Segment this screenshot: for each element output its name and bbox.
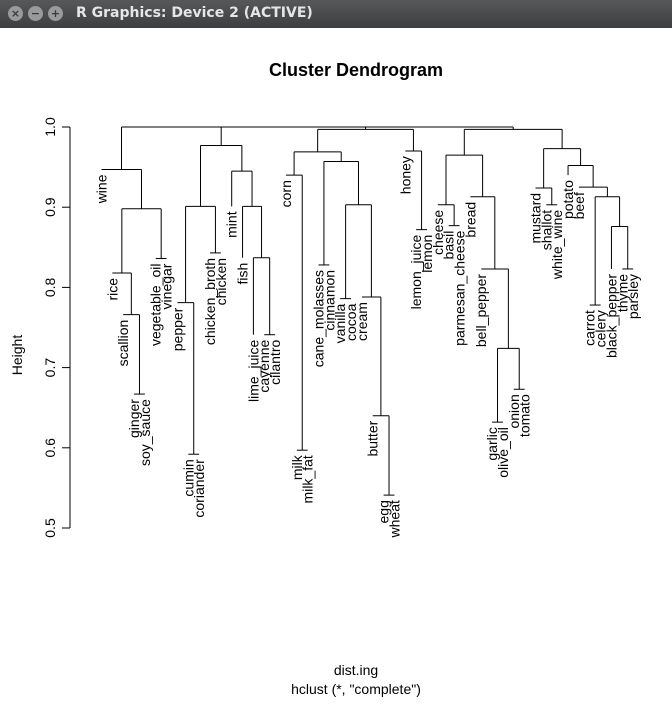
leaf-label: mustard <box>528 193 544 244</box>
leaf-label: cream <box>354 302 370 341</box>
minimize-icon[interactable]: − <box>28 6 43 21</box>
leaf-label: lemon_juice <box>408 234 424 309</box>
leaf-label: chicken <box>213 258 229 305</box>
y-tick-label: 0.9 <box>42 197 58 217</box>
chart-title: Cluster Dendrogram <box>269 60 443 80</box>
leaf-label: bread <box>462 202 478 238</box>
leaf-label: carrot <box>582 310 598 346</box>
x-axis-label: dist.ing <box>334 662 378 678</box>
chart-subtitle: hclust (*, "complete") <box>291 681 421 697</box>
leaf-label: soy_sauce <box>137 399 153 466</box>
dendrogram-links <box>101 126 634 496</box>
window-title: R Graphics: Device 2 (ACTIVE) <box>76 5 313 21</box>
plot-area: Cluster Dendrogram Height dist.ing hclus… <box>0 28 672 701</box>
leaf-label: olive_oil <box>495 427 511 478</box>
leaf-label: tomato <box>517 394 533 437</box>
window-titlebar: × − + R Graphics: Device 2 (ACTIVE) <box>0 0 672 28</box>
leaf-label: cumin <box>180 459 196 496</box>
y-tick-label: 0.6 <box>42 438 58 458</box>
leaf-label: lemon <box>419 235 435 273</box>
leaf-label: cayenne <box>256 340 272 393</box>
leaf-label: basil <box>441 231 457 260</box>
leaf-label: parsley <box>625 274 641 319</box>
leaf-label: vinegar <box>159 263 175 309</box>
leaf-label: potato <box>560 180 576 219</box>
y-tick-label: 1.0 <box>42 117 58 137</box>
leaf-label: cilantro <box>267 340 283 385</box>
leaf-label: thyme <box>614 274 630 312</box>
leaf-label: cheese <box>430 210 446 255</box>
leaf-label: onion <box>506 394 522 428</box>
leaf-label: cinnamon <box>321 270 337 331</box>
leaf-label: honey <box>397 156 413 194</box>
maximize-icon[interactable]: + <box>48 6 63 21</box>
leaf-label: beef <box>571 192 587 219</box>
leaf-label: chicken_broth <box>202 258 218 345</box>
leaf-label: egg <box>376 500 392 523</box>
leaf-label: ginger <box>126 399 142 438</box>
leaf-label: black_pepper <box>603 274 619 358</box>
y-tick-label: 0.7 <box>42 358 58 378</box>
leaf-label: bell_pepper <box>473 274 489 348</box>
leaf-label: lime_juice <box>245 340 261 402</box>
close-icon[interactable]: × <box>8 6 23 21</box>
leaf-label: cane_molasses <box>311 270 327 367</box>
leaf-label: rice <box>104 278 120 301</box>
y-tick-label: 0.5 <box>42 518 58 538</box>
leaf-label: corn <box>278 180 294 207</box>
leaf-label: wheat <box>386 500 402 538</box>
leaf-label: butter <box>365 420 381 456</box>
leaf-label: scallion <box>115 320 131 367</box>
leaf-label: milk_fat <box>300 455 316 503</box>
leaf-label: celery <box>593 310 609 347</box>
leaf-label: garlic <box>484 427 500 460</box>
leaf-label: fish <box>235 263 251 285</box>
leaf-label: vanilla <box>332 303 348 343</box>
y-axis: 0.5 0.6 0.7 0.8 0.9 1.0 <box>42 117 71 538</box>
leaf-label: shallot <box>538 210 554 251</box>
leaf-label: vegetable_oil <box>148 264 164 347</box>
y-tick-label: 0.8 <box>42 277 58 297</box>
leaf-label: milk <box>289 454 305 480</box>
y-axis-label: Height <box>9 335 25 376</box>
leaf-label: parmesan_cheese <box>452 230 468 345</box>
leaf-label: cocoa <box>343 303 359 341</box>
leaf-label: pepper <box>169 307 185 351</box>
leaf-label: white_wine <box>549 210 565 280</box>
dendrogram-chart: Cluster Dendrogram Height dist.ing hclus… <box>9 60 642 697</box>
leaf-label: wine <box>94 174 110 204</box>
leaf-label: coriander <box>191 459 207 518</box>
leaf-label: mint <box>224 211 240 238</box>
